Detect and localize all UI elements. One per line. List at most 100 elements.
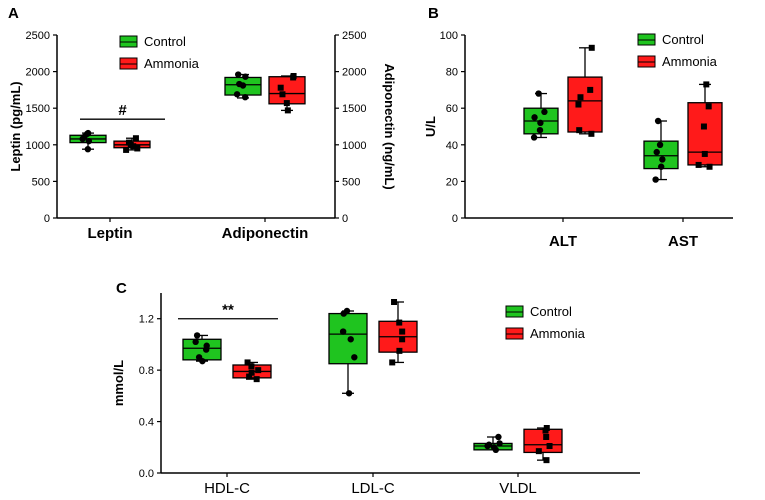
- box-ast-ammonia: [687, 81, 723, 170]
- data-point: [125, 139, 132, 146]
- y-tick-label: 1.2: [139, 314, 154, 326]
- data-point: [659, 156, 666, 163]
- data-point: [576, 127, 583, 134]
- data-point: [242, 73, 249, 80]
- box-ast-control: [643, 117, 679, 183]
- panel-c: C 0.0 0.4 0.8 1.2 mmol/L HDL-C LDL-C VLDL ** Contr…: [111, 280, 640, 497]
- data-point: [531, 114, 538, 121]
- y-axis-label: mmol/L: [111, 360, 126, 406]
- data-point: [399, 328, 406, 335]
- y-tick-label: 2000: [26, 67, 50, 79]
- data-point: [203, 342, 210, 349]
- data-point: [343, 307, 351, 315]
- x-tick-label: LDL-C: [351, 480, 395, 497]
- x-tick-label: HDL-C: [204, 480, 250, 497]
- data-point: [242, 94, 249, 101]
- data-point: [339, 328, 347, 335]
- data-point: [277, 84, 284, 91]
- data-point: [588, 44, 595, 51]
- data-point: [246, 373, 253, 380]
- data-point: [192, 338, 199, 346]
- data-point: [389, 359, 396, 366]
- panel-a: A 0 500 1000 1500 2000 2500 0 500 1000 1500 2000 250…: [8, 5, 397, 242]
- data-point: [536, 126, 544, 134]
- box-adiponectin-ammonia: [268, 72, 306, 114]
- box-vldl-control: [473, 433, 513, 454]
- data-point: [537, 119, 544, 127]
- y-tick-label: 100: [440, 30, 458, 42]
- data-point: [195, 354, 203, 361]
- y-tick-label: 1000: [26, 140, 50, 152]
- data-point: [279, 91, 286, 98]
- data-point: [543, 434, 550, 440]
- data-point: [132, 135, 139, 142]
- box-vldl-ammonia: [523, 425, 563, 464]
- data-point: [701, 150, 708, 157]
- y-tick-label: 0.8: [139, 365, 154, 377]
- data-point: [134, 145, 141, 152]
- data-point: [577, 94, 584, 101]
- y-tick-label: 0.0: [139, 468, 154, 480]
- box-alt-ammonia: [567, 44, 603, 137]
- x-tick-label: Adiponectin: [222, 225, 309, 242]
- data-point: [543, 425, 550, 431]
- data-point: [84, 129, 92, 137]
- y-tick-right-label: 1000: [342, 140, 366, 152]
- box-ldl-c-control: [328, 307, 368, 397]
- y-tick-label: 40: [446, 140, 458, 152]
- data-point: [399, 336, 406, 343]
- data-point: [652, 176, 659, 183]
- data-point: [546, 443, 553, 449]
- data-point: [345, 390, 353, 397]
- y-tick-right-label: 0: [342, 213, 348, 225]
- data-point: [588, 130, 595, 137]
- data-point: [490, 444, 498, 451]
- y-tick-label: 0.4: [139, 417, 154, 429]
- box-leptin-control: [69, 129, 107, 153]
- x-tick-label: VLDL: [499, 480, 537, 497]
- data-point: [700, 123, 707, 130]
- box-hdl-c-ammonia: [232, 359, 272, 383]
- box-alt-control: [523, 90, 559, 141]
- data-point: [391, 299, 398, 305]
- data-point: [123, 146, 130, 153]
- data-point: [575, 101, 582, 108]
- data-point: [347, 336, 354, 343]
- data-point: [541, 108, 548, 116]
- legend-label-control: Control: [662, 32, 704, 47]
- data-point: [236, 80, 243, 88]
- box-adiponectin-control: [224, 71, 262, 101]
- box-hdl-c-control: [182, 332, 222, 365]
- legend-label-ammonia: Ammonia: [144, 56, 200, 71]
- data-point: [84, 145, 92, 153]
- y-tick-label: 0: [44, 213, 50, 225]
- y-axis-label: U/L: [423, 116, 438, 137]
- legend-label-ammonia: Ammonia: [662, 54, 718, 69]
- data-point: [244, 359, 251, 366]
- y-tick-label: 1500: [26, 103, 50, 115]
- y-tick-right-label: 2500: [342, 30, 366, 42]
- data-point: [235, 71, 242, 78]
- y-tick-label: 20: [446, 176, 458, 188]
- y-tick-label: 0: [452, 213, 458, 225]
- data-point: [85, 137, 93, 145]
- data-point: [396, 347, 403, 354]
- y-tick-right-label: 1500: [342, 103, 366, 115]
- box-iqr: [567, 76, 603, 133]
- data-point: [703, 81, 710, 88]
- panel-label: A: [8, 5, 19, 22]
- y-tick-label: 500: [32, 176, 50, 188]
- data-point: [587, 86, 594, 93]
- data-point: [284, 107, 291, 114]
- data-point: [706, 163, 713, 170]
- y-tick-right-label: 2000: [342, 67, 366, 79]
- y-axis-label: Leptin (pg/mL): [8, 81, 23, 171]
- x-tick-label: Leptin: [88, 225, 133, 242]
- box-ldl-c-ammonia: [378, 299, 418, 366]
- data-point: [543, 457, 550, 464]
- legend-label-ammonia: Ammonia: [530, 326, 586, 341]
- data-point: [656, 141, 664, 148]
- data-point: [253, 376, 260, 383]
- panel-label: B: [428, 5, 439, 22]
